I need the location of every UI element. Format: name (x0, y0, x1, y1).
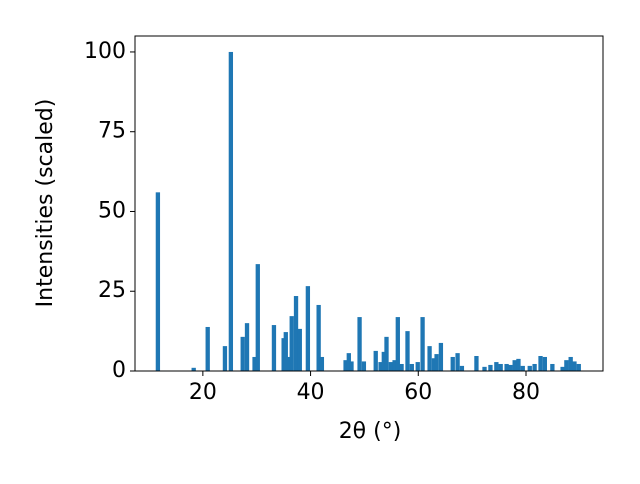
bar (384, 336, 389, 371)
bar (388, 362, 393, 371)
bar (305, 286, 311, 371)
bar (205, 326, 210, 371)
bar (459, 365, 465, 371)
bar (346, 353, 351, 371)
bar (343, 360, 348, 371)
bar (438, 342, 444, 371)
bar (434, 354, 439, 371)
bar (498, 363, 503, 371)
bar (373, 350, 378, 371)
x-tick-label: 40 (297, 380, 325, 405)
bar (512, 360, 517, 371)
bar (395, 317, 400, 371)
bar (572, 361, 577, 371)
x-tick-label: 60 (404, 380, 432, 405)
bar (415, 362, 420, 371)
bar (361, 361, 367, 371)
bar (508, 364, 513, 371)
x-tick-label: 20 (189, 380, 217, 405)
bar (409, 363, 414, 371)
bar (252, 356, 257, 371)
bar (240, 336, 245, 371)
bar (550, 363, 555, 371)
bar (405, 331, 410, 371)
bar (520, 365, 525, 371)
y-tick-label: 75 (98, 119, 126, 144)
bar (271, 325, 277, 371)
bar (228, 51, 234, 371)
bar (289, 316, 294, 371)
bar (349, 361, 354, 371)
y-axis-label: Intensities (scaled) (33, 99, 58, 308)
bar (542, 356, 547, 371)
bar (420, 317, 425, 371)
y-tick-label: 0 (112, 358, 126, 383)
bar (431, 358, 437, 371)
bar (482, 366, 487, 371)
y-tick-label: 100 (84, 39, 126, 64)
bar (244, 323, 250, 371)
bar (560, 366, 565, 371)
bar (381, 351, 386, 371)
bar (538, 356, 543, 371)
bar (576, 363, 581, 371)
x-axis-label: 2θ (°) (339, 419, 402, 444)
bar (516, 358, 521, 371)
bar (255, 264, 260, 371)
bar (222, 346, 228, 371)
bar (399, 363, 404, 371)
bar (455, 353, 460, 371)
bar (504, 363, 509, 371)
bar (392, 360, 397, 371)
bar (564, 360, 569, 371)
y-tick-label: 50 (98, 198, 126, 223)
plot-frame (134, 35, 604, 372)
bar (427, 346, 432, 371)
x-tick-label: 80 (512, 380, 540, 405)
bar (286, 356, 292, 371)
bar (532, 363, 537, 371)
bar (488, 364, 493, 371)
bar (316, 304, 321, 371)
bar (293, 296, 299, 371)
bar (474, 356, 479, 371)
bar (568, 356, 573, 371)
bar (357, 317, 362, 371)
bar (527, 365, 532, 371)
bar (297, 328, 302, 371)
bar (378, 362, 383, 371)
bar (319, 356, 325, 371)
y-tick-label: 25 (98, 278, 126, 303)
bar (450, 356, 455, 371)
bar (494, 362, 499, 371)
bar (283, 332, 288, 371)
bar (155, 192, 161, 371)
bar (191, 367, 196, 371)
